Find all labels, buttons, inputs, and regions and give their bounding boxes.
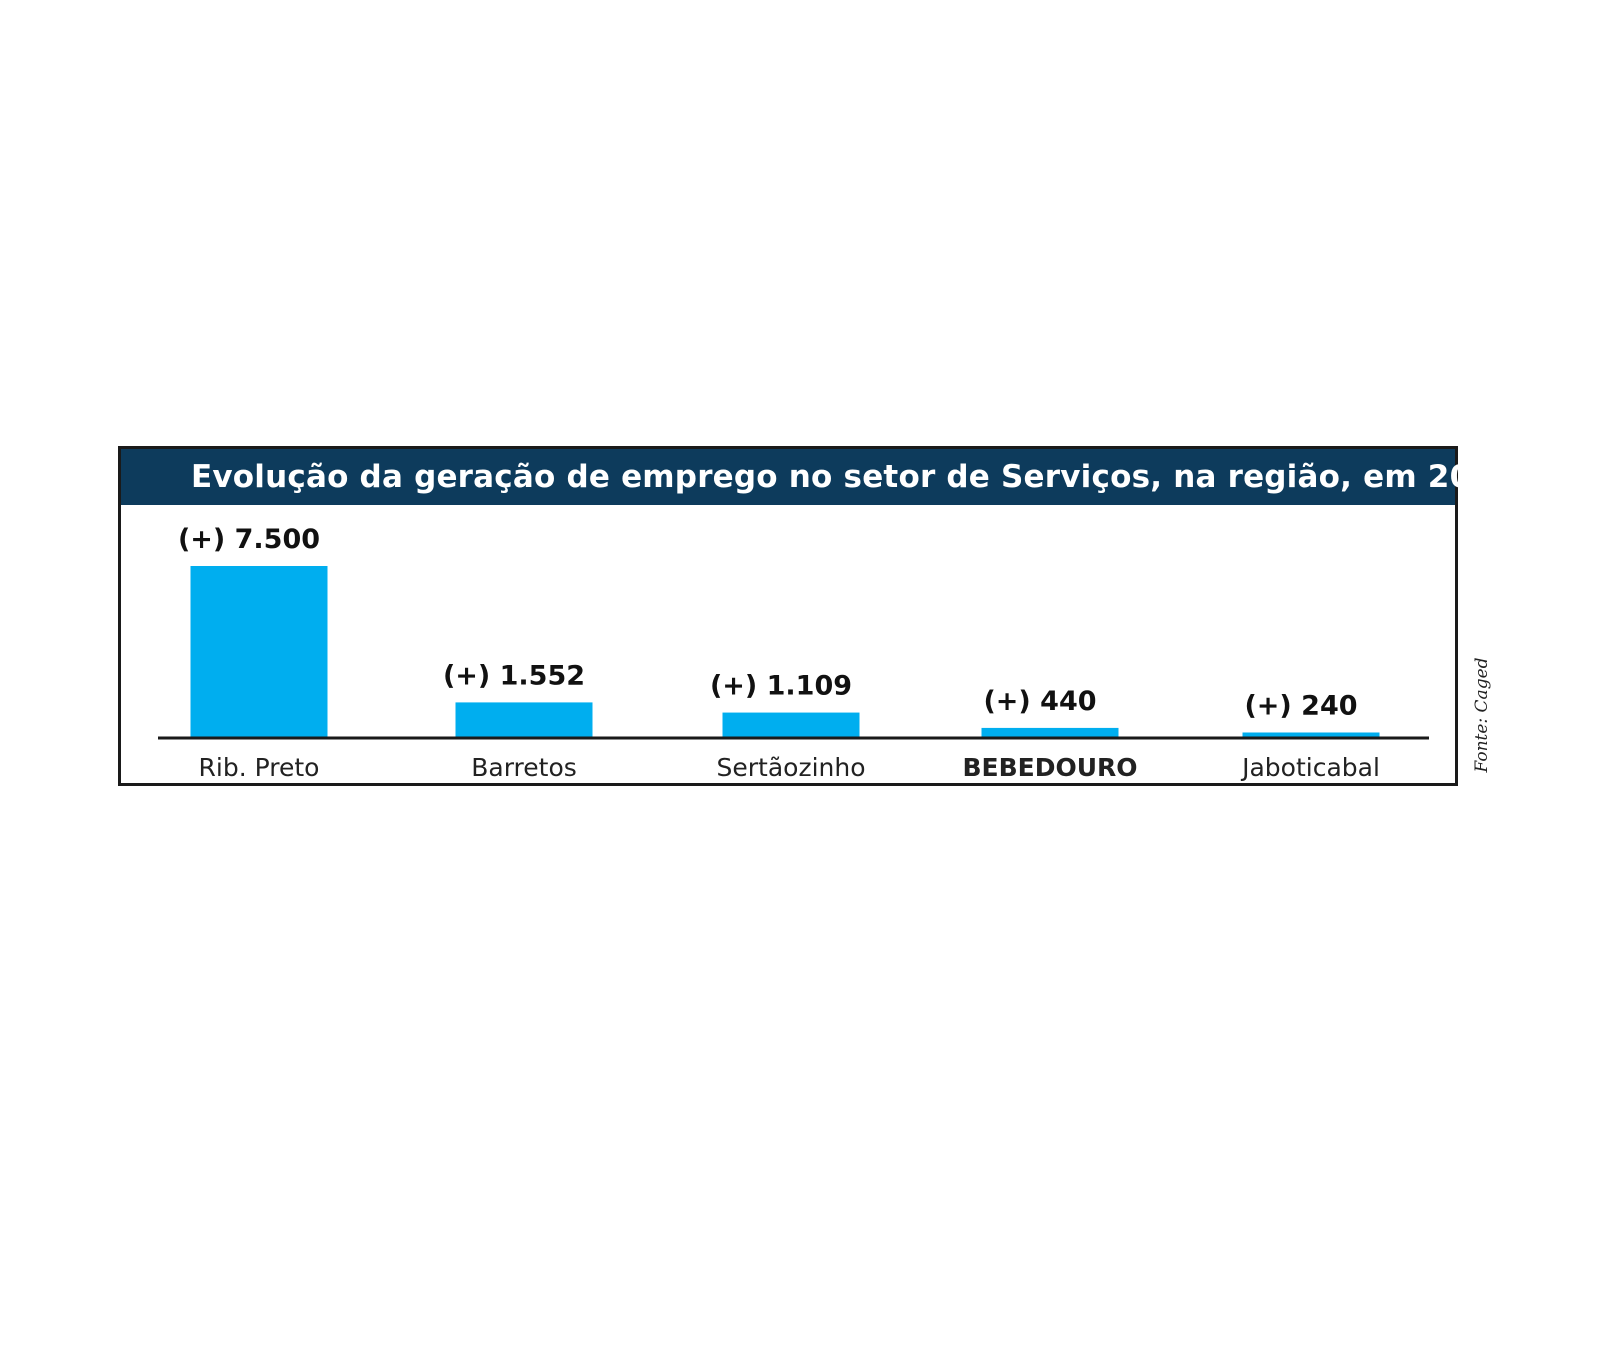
data-label-4: (+) 440 — [983, 686, 1096, 717]
category-label-5: Jaboticabal — [1240, 753, 1380, 782]
bar-3 — [722, 712, 860, 738]
data-label-5: (+) 240 — [1244, 690, 1357, 721]
data-label-2: (+) 1.552 — [443, 660, 585, 691]
category-label-2: Barretos — [471, 753, 577, 782]
chart-frame: Evolução da geração de emprego no setor … — [118, 446, 1515, 786]
title-bar: Evolução da geração de emprego no setor … — [121, 449, 1515, 505]
bar-2 — [455, 702, 593, 738]
bar-4 — [981, 727, 1119, 738]
data-label-1: (+) 7.500 — [178, 524, 320, 555]
bar-5 — [1242, 732, 1380, 738]
category-label-1: Rib. Preto — [199, 753, 320, 782]
bar-1 — [190, 566, 328, 738]
data-label-3: (+) 1.109 — [710, 671, 852, 702]
category-label-4: BEBEDOURO — [962, 753, 1137, 782]
chart-title: Evolução da geração de emprego no setor … — [191, 459, 1515, 495]
category-label-3: Sertãozinho — [717, 753, 866, 782]
source-note: Fonte: Caged — [1462, 640, 1502, 790]
bar-chart: (+) 7.500 Rib. Preto (+) 1.552 Barretos (+) … — [158, 524, 1429, 782]
source-label: Fonte: Caged — [1472, 657, 1492, 773]
